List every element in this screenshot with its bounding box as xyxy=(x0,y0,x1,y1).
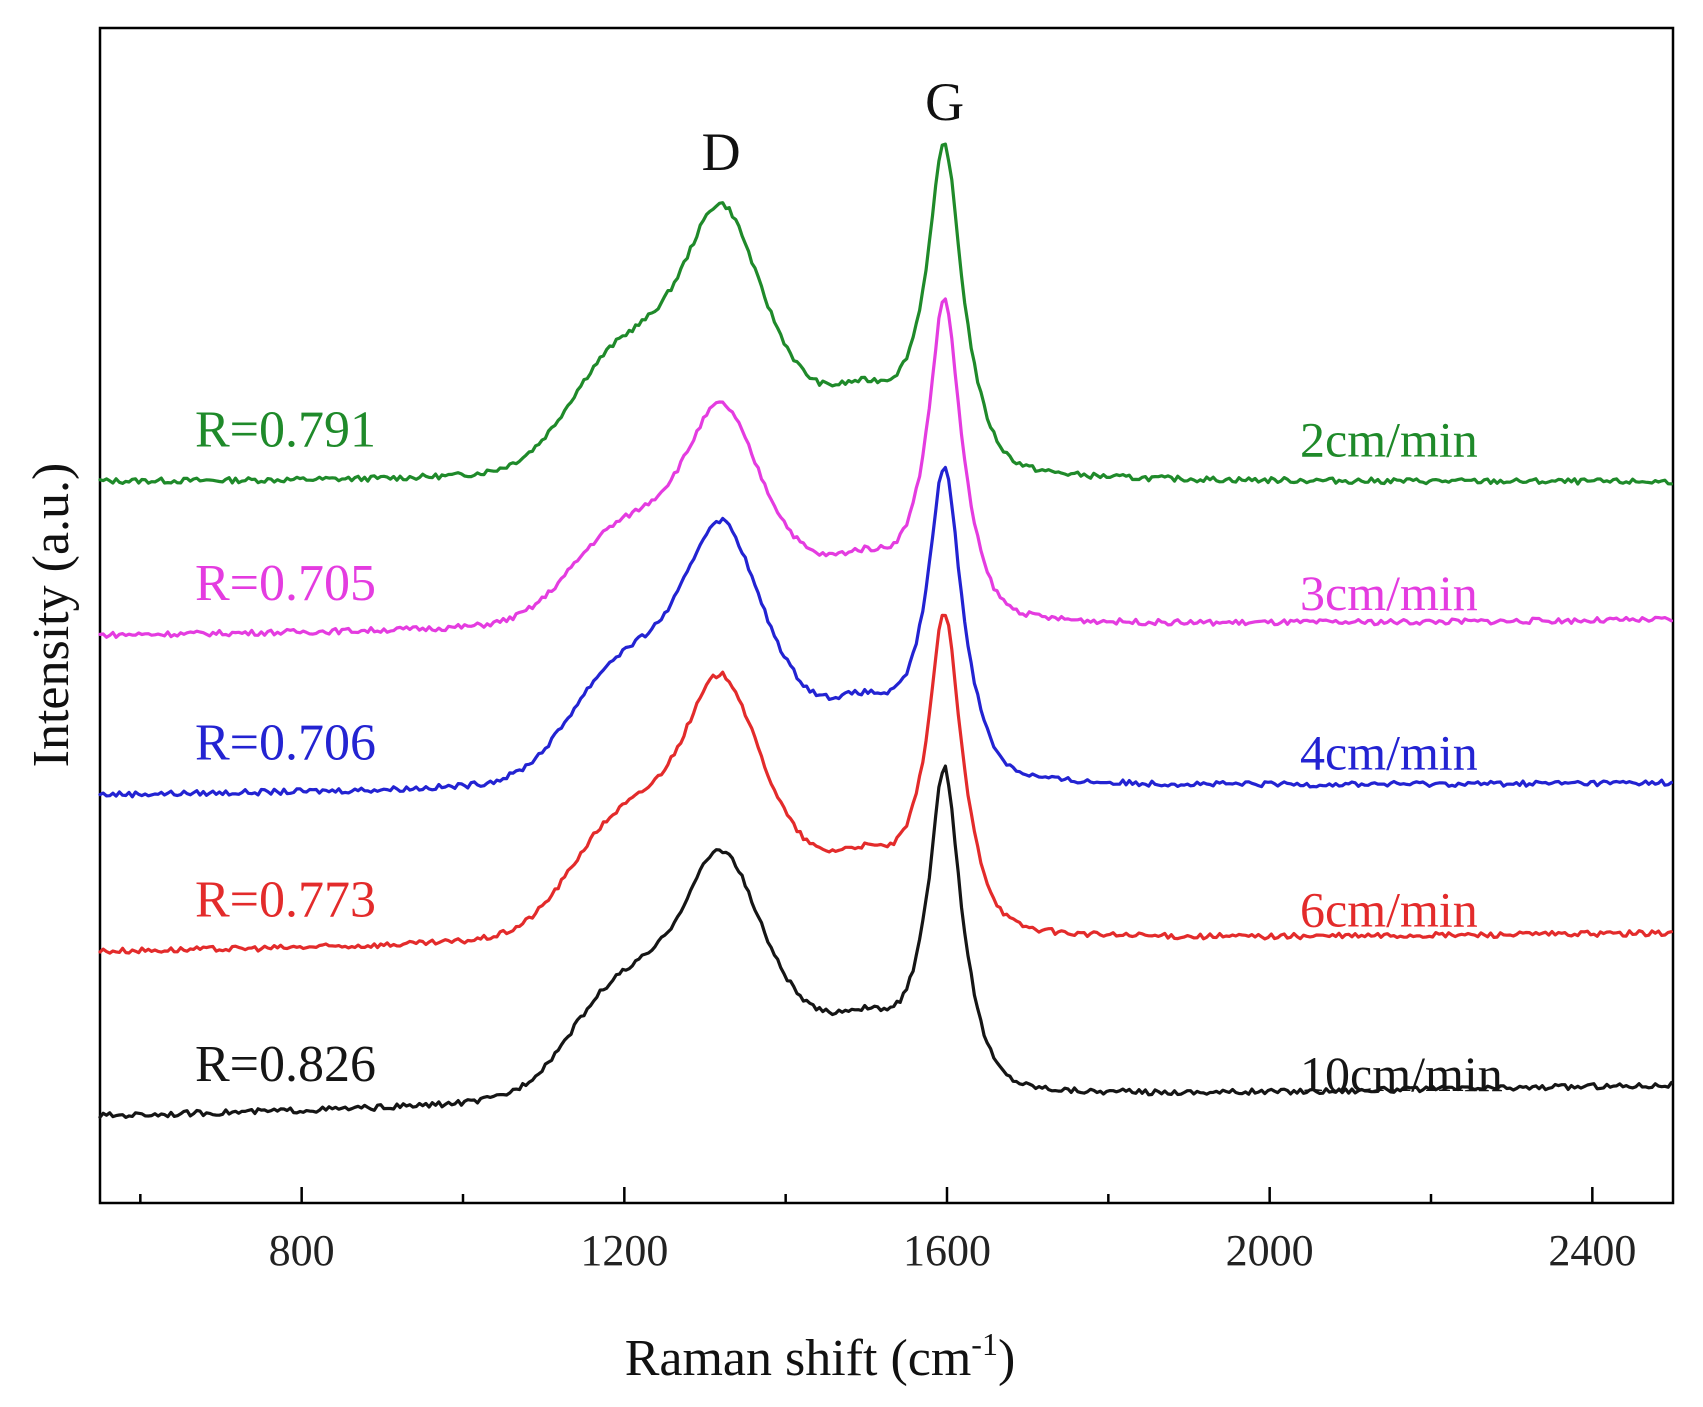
x-tick-label: 1200 xyxy=(580,1226,668,1275)
rate-label: 3cm/min xyxy=(1300,565,1478,621)
rate-label: 10cm/min xyxy=(1300,1046,1503,1102)
r-value-label: R=0.773 xyxy=(195,871,376,928)
x-axis-title-superscript: -1 xyxy=(971,1326,998,1362)
x-axis-title: Raman shift (cm-1) xyxy=(625,1326,1016,1387)
series-layer xyxy=(98,142,1673,1119)
series-line-6cm-per-min xyxy=(98,613,1673,955)
r-value-label: R=0.705 xyxy=(195,555,376,612)
plot-frame xyxy=(98,26,1675,1205)
label-layer: R=0.791 2cm/min R=0.705 3cm/min R=0.706 4cm/m… xyxy=(195,72,1503,1102)
r-value-label: R=0.791 xyxy=(195,401,376,458)
x-tick-label: 2400 xyxy=(1548,1226,1636,1275)
rate-label: 4cm/min xyxy=(1300,725,1478,781)
x-axis-title-main: Raman shift (cm xyxy=(625,1330,972,1387)
series-line-3cm-per-min xyxy=(98,297,1673,639)
rate-label: 2cm/min xyxy=(1300,411,1478,467)
x-tick-label: 1600 xyxy=(903,1226,991,1275)
x-axis-title-suffix: ) xyxy=(998,1330,1015,1387)
peak-label-D: D xyxy=(702,122,741,182)
series-line-4cm-per-min xyxy=(98,465,1673,799)
x-ticks: 800 1200 1600 2000 2400 xyxy=(139,1187,1636,1275)
y-axis-title: Intensity (a.u.) xyxy=(23,463,80,768)
r-value-label: R=0.826 xyxy=(195,1036,376,1093)
rate-label: 6cm/min xyxy=(1300,881,1478,937)
series-line-10cm-per-min xyxy=(98,764,1673,1119)
r-value-label: R=0.706 xyxy=(195,715,376,772)
series-line-2cm-per-min xyxy=(98,142,1673,486)
peak-label-G: G xyxy=(925,72,964,132)
x-tick-label: 2000 xyxy=(1226,1226,1314,1275)
x-tick-label: 800 xyxy=(269,1226,335,1275)
